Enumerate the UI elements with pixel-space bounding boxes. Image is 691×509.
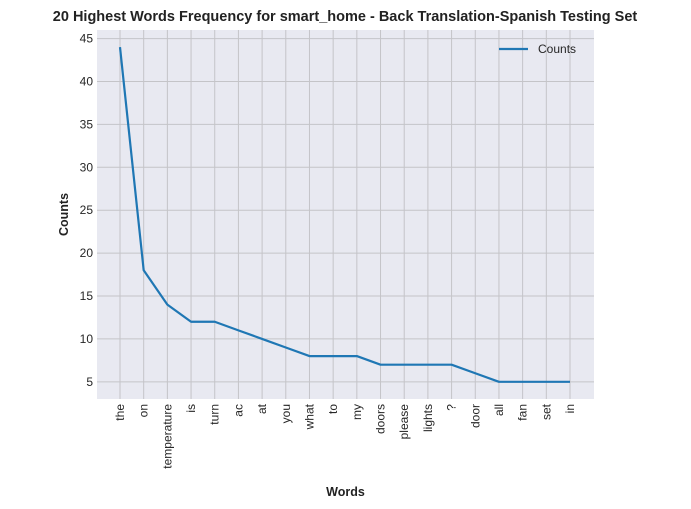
y-tick-label: 25 [80, 203, 94, 217]
x-tick-label: in [563, 404, 577, 413]
chart-title: 20 Highest Words Frequency for smart_hom… [53, 9, 638, 25]
series-line-counts [118, 47, 570, 383]
x-tick-label: ac [231, 404, 245, 417]
x-tick-label: lights [421, 404, 435, 432]
y-axis-ticks: 5 10 15 20 25 30 35 40 45 [80, 32, 94, 389]
y-tick-label: 20 [80, 246, 94, 260]
x-axis-label: Words [326, 485, 365, 499]
x-tick-label: at [255, 403, 269, 414]
x-tick-label: set [539, 403, 553, 420]
legend-label-counts: Counts [538, 42, 576, 56]
x-axis-ticks: the on temperature is turn ac at you what to my doo… [113, 403, 577, 468]
x-tick-label: to [326, 404, 340, 414]
x-tick-label: what [302, 403, 316, 430]
x-tick-label: fan [516, 404, 530, 421]
y-tick-label: 35 [80, 117, 94, 131]
y-tick-label: 45 [80, 32, 94, 46]
y-tick-label: 15 [80, 289, 94, 303]
x-tick-label: all [492, 404, 506, 416]
x-tick-label: on [137, 404, 151, 417]
x-tick-label: you [279, 404, 293, 423]
legend: Counts [499, 42, 576, 56]
x-tick-label: turn [208, 404, 222, 425]
plot-area [97, 30, 594, 399]
grid [97, 30, 594, 399]
x-tick-label: is [184, 404, 198, 413]
x-tick-label: please [397, 404, 411, 440]
y-tick-label: 40 [80, 74, 94, 88]
y-tick-label: 5 [86, 375, 93, 389]
y-tick-label: 10 [80, 332, 94, 346]
x-tick-label: my [350, 404, 364, 420]
x-tick-label: ? [445, 404, 459, 411]
x-tick-label: the [113, 404, 127, 421]
y-axis-label: Counts [57, 193, 71, 236]
x-tick-label: door [468, 404, 482, 428]
y-tick-label: 30 [80, 160, 94, 174]
x-tick-label: temperature [160, 404, 174, 469]
x-tick-label: doors [374, 404, 388, 434]
